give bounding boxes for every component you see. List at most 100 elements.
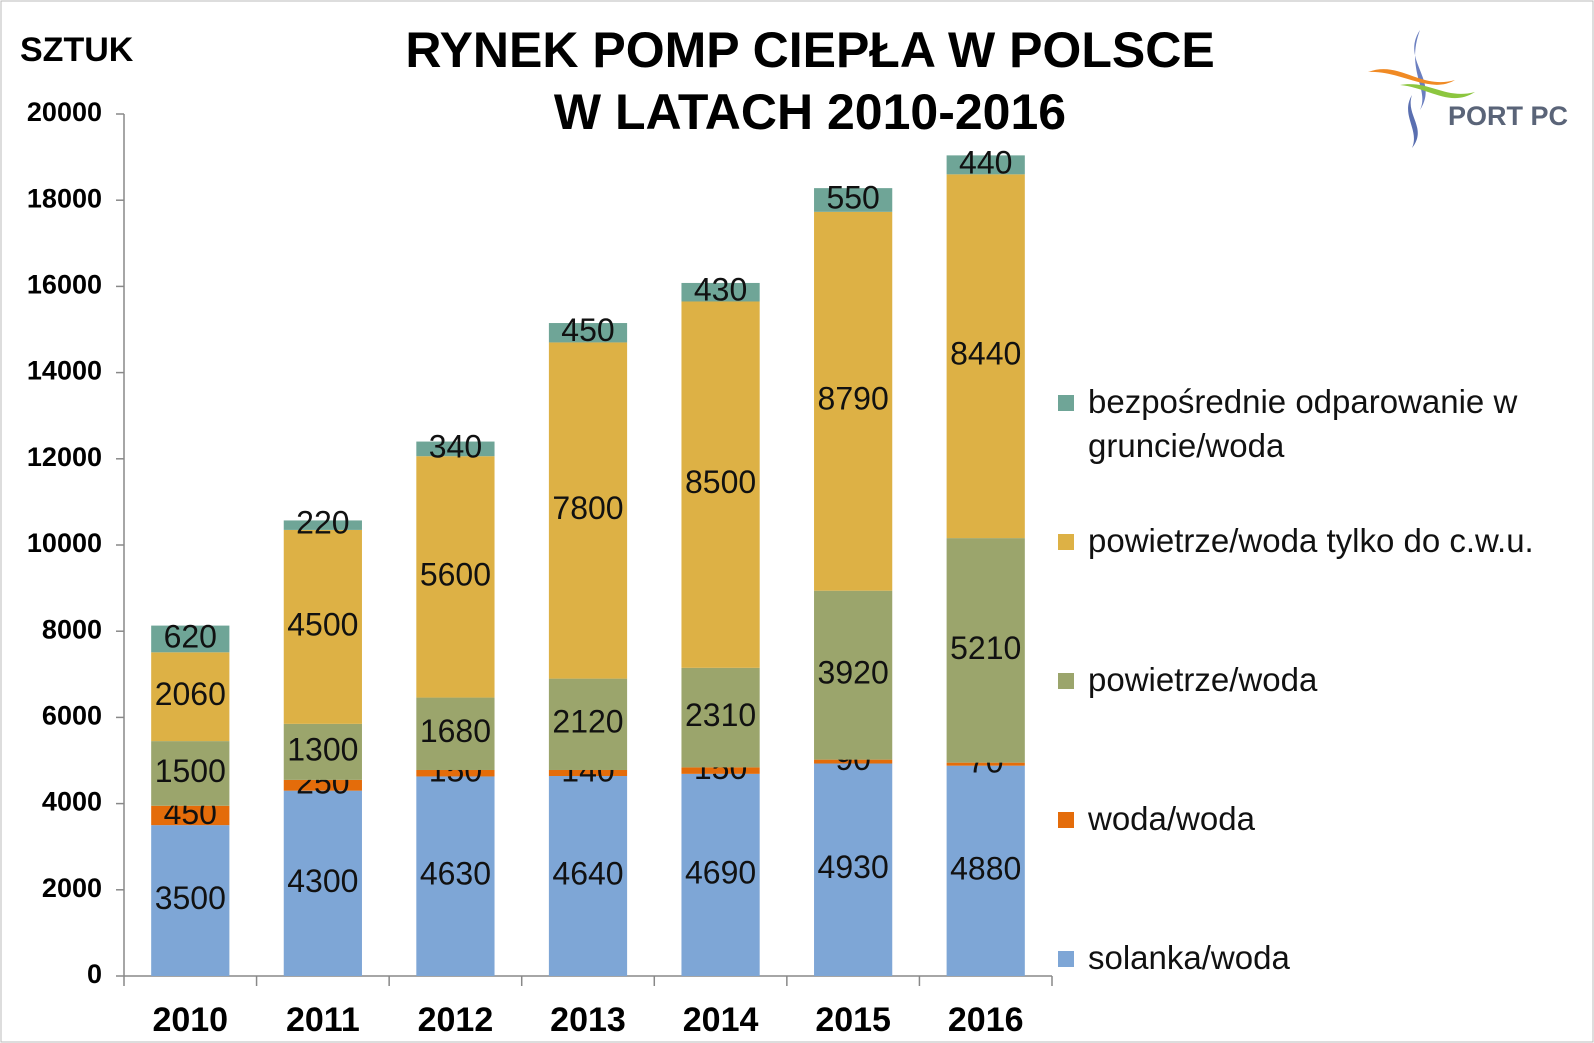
legend-swatch (1058, 534, 1074, 550)
bar-segment (548, 678, 628, 770)
bar-segment (946, 538, 1025, 763)
data-label: 620 (164, 618, 217, 654)
data-label: 4640 (552, 855, 623, 891)
data-label: 3920 (818, 655, 889, 691)
x-tick-label: 2016 (948, 1001, 1024, 1039)
bar-segment (946, 765, 1025, 976)
bar-segment (151, 741, 230, 806)
bar-segment (548, 776, 628, 976)
bar-segment (946, 174, 1025, 539)
x-tick-label: 2014 (683, 1001, 759, 1039)
logo-text: PORT PC (1448, 101, 1568, 131)
bar-segment (814, 763, 893, 976)
bar-segment (416, 456, 495, 698)
data-label: 430 (694, 272, 747, 308)
bar-segment (283, 723, 362, 780)
bar-segment (681, 282, 760, 302)
y-tick-label: 20000 (27, 97, 102, 127)
y-tick-label: 6000 (42, 701, 102, 731)
bar-segment (416, 776, 495, 976)
data-label: 2120 (552, 704, 623, 740)
legend-label: powietrze/woda tylko do c.w.u. (1088, 522, 1534, 559)
legend-label: solanka/woda (1088, 939, 1290, 976)
data-label: 8440 (950, 336, 1021, 372)
bar-segment (814, 211, 893, 591)
data-label: 4880 (950, 850, 1021, 886)
y-tick-label: 0 (87, 959, 102, 989)
data-label: 4930 (818, 849, 889, 885)
legend-label: bezpośrednie odparowanie w gruncie/woda (1088, 383, 1518, 464)
legend-item: powietrze/woda tylko do c.w.u. (1058, 519, 1568, 563)
y-tick-label: 10000 (27, 528, 102, 558)
data-label: 1300 (287, 731, 358, 767)
y-tick-label: 8000 (42, 614, 102, 644)
legend-item: woda/woda (1058, 797, 1568, 841)
y-tick-label: 2000 (42, 873, 102, 903)
x-tick-label: 2013 (550, 1001, 626, 1039)
logo-icon (1368, 30, 1475, 148)
data-label: 8790 (818, 381, 889, 417)
data-label: 340 (429, 428, 482, 464)
bar-segment (416, 697, 495, 770)
data-label: 450 (561, 312, 614, 348)
data-label: 1680 (420, 713, 491, 749)
data-label: 8500 (685, 464, 756, 500)
chart-title: RYNEK POMP CIEPŁA W POLSCE (405, 22, 1214, 78)
data-label: 5600 (420, 556, 491, 592)
bar-segment (151, 625, 230, 653)
data-label: 3500 (155, 880, 226, 916)
y-tick-label: 16000 (27, 270, 102, 300)
y-tick-label: 4000 (42, 787, 102, 817)
data-label: 550 (826, 179, 879, 215)
bar-segment (416, 769, 495, 777)
legend-item: bezpośrednie odparowanie w gruncie/woda (1058, 380, 1568, 468)
data-label: 4630 (420, 856, 491, 892)
y-tick-label: 12000 (27, 442, 102, 472)
data-label: 2310 (685, 697, 756, 733)
legend-swatch (1058, 673, 1074, 689)
legend-label: powietrze/woda (1088, 661, 1318, 698)
y-tick-label: 18000 (27, 183, 102, 213)
bar-segment (946, 762, 1025, 766)
data-label: 440 (959, 144, 1012, 180)
bar-segment (283, 790, 362, 976)
data-label: 7800 (552, 490, 623, 526)
data-label: 4690 (685, 854, 756, 890)
bar-segment (681, 773, 760, 976)
bar-segment (283, 779, 362, 791)
legend-swatch (1058, 951, 1074, 967)
x-tick-label: 2012 (418, 1001, 494, 1039)
chart-title: W LATACH 2010-2016 (554, 84, 1066, 140)
data-label: 5210 (950, 630, 1021, 666)
bar-segment (814, 188, 893, 212)
bar-segment (548, 323, 628, 343)
bar-segment (151, 805, 230, 826)
bar-segment (548, 769, 628, 777)
y-axis-label: SZTUK (20, 31, 134, 69)
bar-segment (681, 767, 760, 774)
bar-segment (283, 520, 362, 530)
data-label: 4300 (287, 863, 358, 899)
bar-segment (946, 155, 1025, 175)
legend-swatch (1058, 812, 1074, 828)
data-label: 4500 (287, 606, 358, 642)
data-label: 1500 (155, 753, 226, 789)
bar-segment (151, 652, 230, 742)
bar-segment (681, 301, 760, 668)
data-label: 220 (296, 505, 349, 541)
data-label: 2060 (155, 676, 226, 712)
bar-segment (681, 667, 760, 768)
bar-segment (814, 590, 893, 760)
x-tick-label: 2011 (286, 1001, 360, 1039)
bar-segment (548, 342, 628, 679)
legend-item: powietrze/woda (1058, 658, 1568, 702)
bar-segment (814, 759, 893, 764)
bar-segment (416, 441, 495, 457)
x-tick-label: 2015 (815, 1001, 891, 1039)
bar-segment (283, 529, 362, 724)
bar-segment (151, 825, 230, 976)
y-tick-label: 14000 (27, 356, 102, 386)
